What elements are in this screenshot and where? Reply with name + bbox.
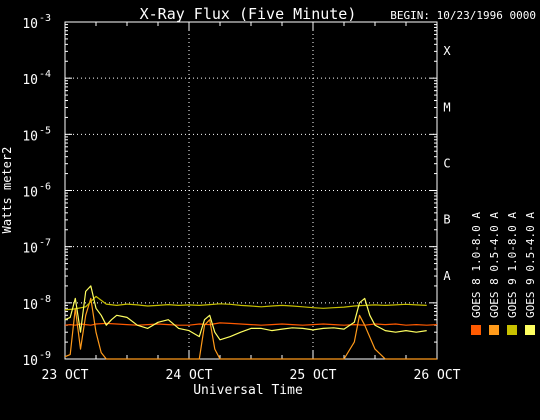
y-tick-exponent: -6	[39, 182, 51, 193]
legend-swatch	[507, 325, 517, 335]
y-tick-label: 10	[22, 73, 38, 88]
x-axis-label: Universal Time	[193, 383, 303, 398]
y-tick-label: 10	[22, 354, 38, 369]
y-tick-label: 10	[22, 17, 38, 32]
legend-swatch	[489, 325, 499, 335]
y-tick-labels: 10-910-810-710-610-510-410-3	[22, 13, 51, 369]
legend-label: GOES 8 1.0-8.0 A	[470, 212, 483, 318]
x-tick-label: 26 OCT	[414, 368, 461, 383]
legend-label: GOES 9 1.0-8.0 A	[506, 212, 519, 318]
series-line	[64, 285, 427, 341]
y-tick-label: 10	[22, 129, 38, 144]
y-tick-label: 10	[22, 186, 38, 201]
y-tick-exponent: -9	[39, 350, 51, 361]
grid	[65, 22, 437, 359]
x-tick-label: 25 OCT	[290, 368, 337, 383]
legend: GOES 8 1.0-8.0 A GOES 8 0.5-4.0 A GOES 9 1…	[470, 212, 537, 335]
flare-class-label: M	[443, 100, 450, 114]
legend-swatch	[471, 325, 481, 335]
y-tick-exponent: -8	[39, 294, 51, 305]
y-tick-label: 10	[22, 298, 38, 313]
legend-label: GOES 8 0.5-4.0 A	[488, 212, 501, 318]
legend-label: GOES 9 0.5-4.0 A	[524, 212, 537, 318]
flare-class-label: C	[443, 156, 450, 170]
x-tick-label: 24 OCT	[166, 368, 213, 383]
y-tick-exponent: -3	[39, 13, 51, 24]
flare-class-label: X	[443, 44, 451, 58]
y-axis-label: Watts meter2	[0, 147, 14, 234]
x-tick-labels: 23 OCT 24 OCT 25 OCT 26 OCT	[42, 368, 461, 383]
x-tick-label: 23 OCT	[42, 368, 89, 383]
y-tick-exponent: -5	[39, 125, 51, 136]
series-line	[64, 297, 437, 360]
series-lines	[64, 285, 438, 360]
flare-class-label: B	[443, 213, 450, 227]
y-tick-label: 10	[22, 242, 38, 257]
y-tick-exponent: -7	[39, 238, 51, 249]
chart-title: X-Ray Flux (Five Minute)	[140, 5, 357, 23]
legend-swatch	[525, 325, 535, 335]
flare-class-label: A	[443, 269, 451, 283]
series-line	[64, 322, 438, 326]
flare-class-labels: A B C M X	[443, 44, 451, 283]
begin-label: BEGIN: 10/23/1996 0000	[390, 9, 536, 22]
y-tick-exponent: -4	[39, 69, 51, 80]
